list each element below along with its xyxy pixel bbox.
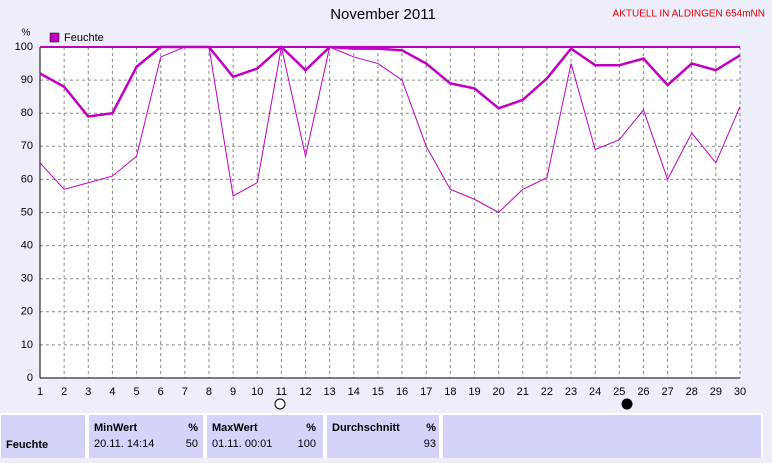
x-tick-label: 23: [565, 386, 577, 398]
stats-table: Feuchte: [0, 413, 763, 463]
x-tick-label: 10: [251, 386, 263, 398]
x-tick-label: 21: [517, 386, 529, 398]
new-moon-icon: [621, 398, 633, 410]
x-tick-label: 20: [492, 386, 504, 398]
series-line: [39, 45, 741, 118]
legend-swatch: [49, 32, 60, 43]
x-tick-label: 29: [710, 386, 722, 398]
x-tick-label: 16: [396, 386, 408, 398]
cell-value: 50: [186, 438, 198, 450]
y-tick-label: 60: [21, 173, 33, 185]
x-tick-label: 26: [637, 386, 649, 398]
x-tick-label: 28: [686, 386, 698, 398]
cell-value: 100: [298, 438, 316, 450]
x-tick-label: 30: [734, 386, 746, 398]
x-tick-label: 24: [589, 386, 601, 398]
x-tick-label: 7: [182, 386, 188, 398]
x-tick-label: 14: [348, 386, 360, 398]
y-tick-label: 40: [21, 240, 33, 252]
x-tick-label: 13: [324, 386, 336, 398]
cell-time: 20.11. 14:14: [94, 438, 154, 450]
x-tick-label: 3: [85, 386, 91, 398]
table-cell: [441, 413, 763, 463]
y-tick-label: 100: [15, 41, 33, 53]
y-tick-label: 10: [21, 339, 33, 351]
legend-label: Feuchte: [64, 32, 104, 44]
x-tick-label: 17: [420, 386, 432, 398]
x-tick-label: 18: [444, 386, 456, 398]
y-tick-label: 0: [27, 372, 33, 384]
full-moon-icon: [274, 398, 286, 410]
x-tick-label: 6: [158, 386, 164, 398]
x-tick-label: 25: [613, 386, 625, 398]
x-tick-label: 5: [133, 386, 139, 398]
series-line: [39, 46, 741, 214]
x-tick-label: 19: [468, 386, 480, 398]
column-title: Durchschnitt: [332, 422, 400, 434]
x-tick-label: 11: [276, 386, 287, 398]
x-tick-label: 9: [230, 386, 236, 398]
y-tick-label: 20: [21, 306, 33, 318]
table-cell: [205, 413, 325, 463]
y-tick-label: 70: [21, 140, 33, 152]
column-unit: %: [188, 422, 198, 434]
column-unit: %: [426, 422, 436, 434]
column-title: MaxWert: [212, 422, 258, 434]
x-tick-label: 27: [661, 386, 673, 398]
station-link[interactable]: AKTUELL IN ALDINGEN 654mNN: [613, 9, 765, 20]
x-tick-label: 2: [61, 386, 67, 398]
table-cell: [325, 413, 441, 463]
x-tick-label: 12: [299, 386, 311, 398]
y-tick-label: 50: [21, 206, 33, 218]
y-tick-label: 90: [21, 74, 33, 86]
table-cell: [87, 413, 205, 463]
y-tick-label: 80: [21, 107, 33, 119]
y-axis-label: %: [22, 28, 31, 39]
x-tick-label: 8: [206, 386, 212, 398]
x-tick-label: 1: [37, 386, 43, 398]
column-unit: %: [306, 422, 316, 434]
x-tick-label: 15: [372, 386, 384, 398]
y-tick-label: 30: [21, 273, 33, 285]
column-title: MinWert: [94, 422, 138, 434]
row-label: Feuchte: [6, 439, 48, 451]
cell-time: 01.11. 00:01: [212, 438, 272, 450]
x-tick-label: 22: [541, 386, 553, 398]
chart-title: November 2011: [330, 6, 436, 23]
table-cell: [0, 413, 87, 463]
cell-value: 93: [424, 438, 436, 450]
x-tick-label: 4: [109, 386, 115, 398]
